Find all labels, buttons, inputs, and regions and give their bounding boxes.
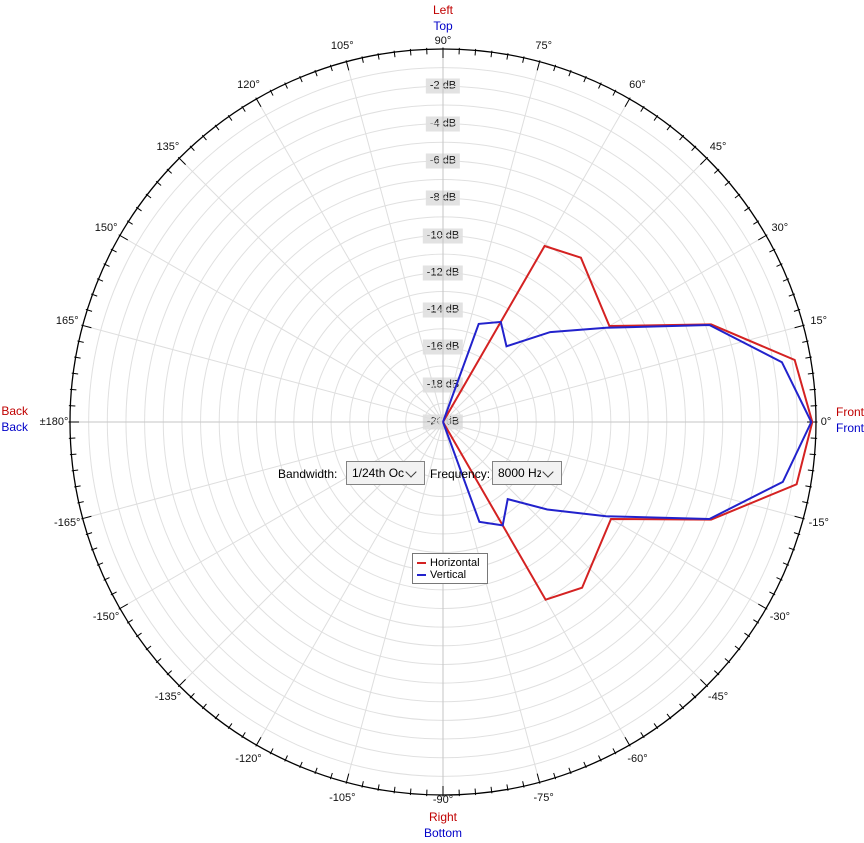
angle-label: -150° bbox=[92, 610, 120, 623]
angle-label: -105° bbox=[329, 791, 356, 804]
db-label: -2 dB bbox=[425, 78, 461, 94]
direction-label-vertical-bottom: Bottom bbox=[423, 826, 463, 840]
angle-label: 135° bbox=[156, 140, 180, 153]
legend-label-horizontal: Horizontal bbox=[430, 557, 480, 569]
db-label: -14 dB bbox=[422, 302, 464, 318]
angle-label: -120° bbox=[235, 752, 262, 765]
angle-label: 15° bbox=[810, 315, 828, 328]
direction-labels-top: Left Top bbox=[433, 2, 453, 34]
angle-label: 45° bbox=[709, 140, 727, 153]
angle-label: 120° bbox=[237, 79, 260, 92]
chevron-down-icon bbox=[542, 465, 554, 478]
angle-label: -135° bbox=[154, 691, 182, 704]
angle-label: ±180° bbox=[39, 416, 69, 428]
direction-label-horizontal-top: Left bbox=[432, 3, 454, 17]
angle-label: -45° bbox=[707, 691, 729, 704]
angle-label: 165° bbox=[55, 315, 79, 328]
angle-label: -15° bbox=[808, 516, 829, 529]
horizontal-series-swatch bbox=[417, 562, 426, 564]
direction-labels-bottom: Right Bottom bbox=[424, 809, 462, 841]
frequency-select[interactable]: 8000 Hz bbox=[492, 461, 562, 485]
db-label: -10 dB bbox=[422, 228, 464, 243]
angle-label: -165° bbox=[54, 516, 81, 529]
frequency-label: Frequency: bbox=[430, 467, 491, 481]
db-label: -16 dB bbox=[422, 339, 464, 355]
angle-label: 105° bbox=[330, 40, 354, 53]
legend: Horizontal Vertical bbox=[412, 553, 488, 584]
direction-label-vertical-top: Top bbox=[433, 19, 453, 33]
angle-label: 90° bbox=[434, 35, 452, 47]
db-label: -20 dB bbox=[422, 414, 464, 430]
angle-label: 60° bbox=[629, 79, 646, 92]
angle-label: -90° bbox=[432, 794, 454, 806]
angle-label: 0° bbox=[820, 416, 832, 428]
chevron-down-icon bbox=[405, 465, 417, 478]
db-label: -8 dB bbox=[425, 190, 461, 206]
legend-label-vertical: Vertical bbox=[430, 569, 467, 581]
bandwidth-select[interactable]: 1/24th Oct bbox=[346, 461, 425, 485]
vertical-series-swatch bbox=[417, 574, 426, 576]
series-horizontal bbox=[442, 244, 814, 601]
angle-label: 30° bbox=[771, 221, 789, 234]
series-vertical bbox=[442, 320, 813, 527]
direction-label-vertical-left: Back bbox=[1, 420, 28, 434]
angle-label: 75° bbox=[535, 40, 552, 53]
angle-label: -30° bbox=[769, 610, 791, 623]
direction-label-horizontal-right: Front bbox=[836, 405, 864, 419]
frequency-value: 8000 Hz bbox=[498, 466, 541, 480]
db-label: -12 dB bbox=[422, 265, 464, 281]
angle-label: -75° bbox=[533, 791, 554, 804]
legend-item-vertical: Vertical bbox=[417, 569, 487, 581]
direction-label-horizontal-left: Back bbox=[1, 404, 28, 418]
direction-label-horizontal-bottom: Right bbox=[428, 810, 458, 824]
direction-labels-right: Front Front bbox=[836, 404, 864, 436]
db-label: -18 dB bbox=[422, 377, 464, 393]
db-label: -6 dB bbox=[425, 153, 461, 169]
legend-item-horizontal: Horizontal bbox=[417, 557, 487, 569]
angle-label: -60° bbox=[627, 752, 648, 765]
bandwidth-label: Bandwidth: bbox=[278, 467, 338, 481]
direction-label-vertical-right: Front bbox=[836, 421, 864, 435]
bandwidth-value: 1/24th Oct bbox=[352, 466, 404, 480]
db-label: -4 dB bbox=[425, 116, 461, 132]
angle-label: 150° bbox=[94, 221, 118, 234]
direction-labels-left: Back Back bbox=[0, 403, 28, 435]
